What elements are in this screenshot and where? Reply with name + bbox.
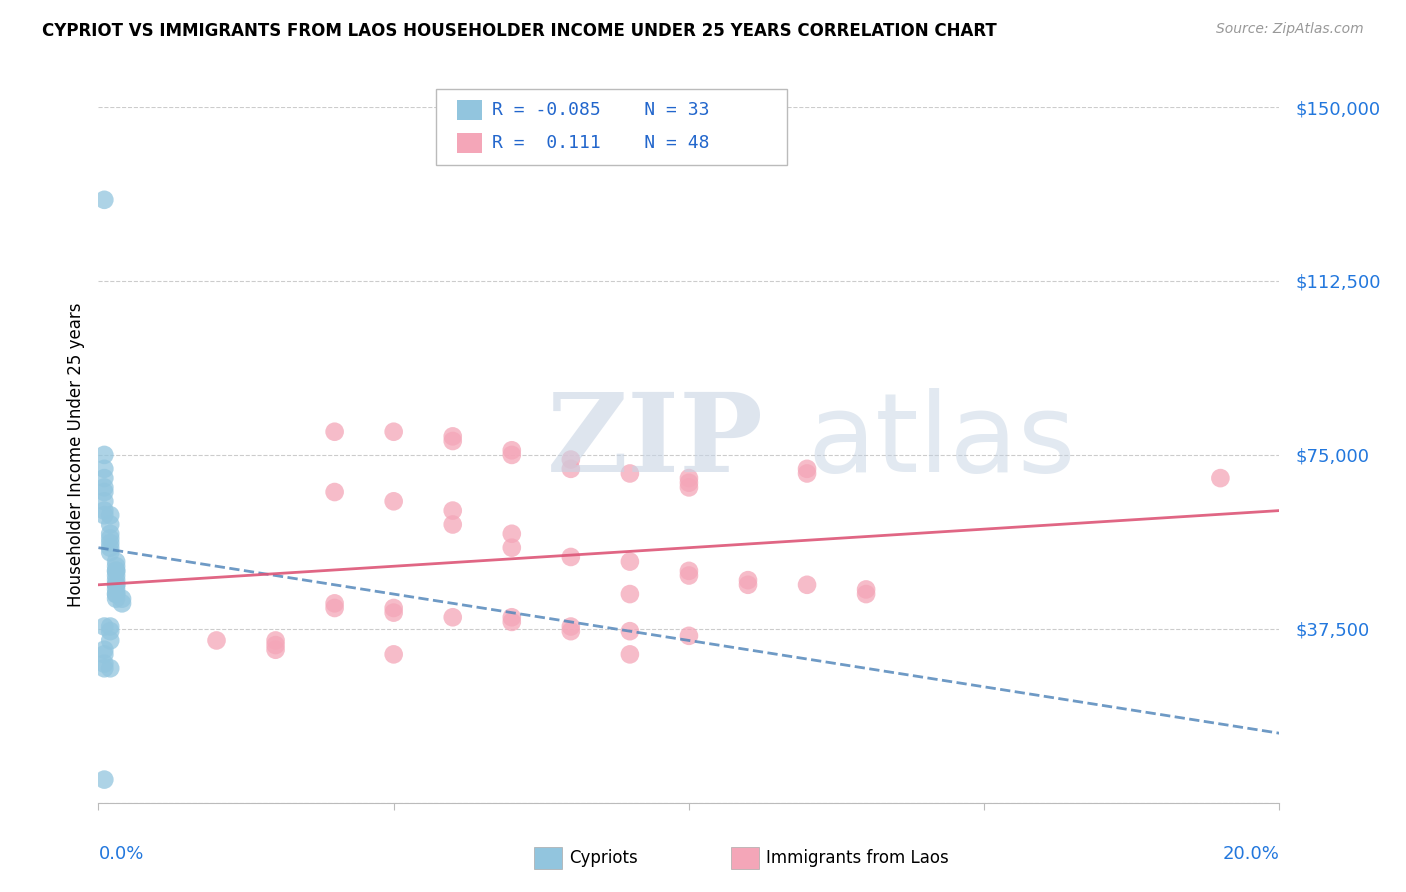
Y-axis label: Householder Income Under 25 years: Householder Income Under 25 years (66, 302, 84, 607)
Point (98, 508, 121, 523)
Point (105, 587, 128, 601)
Point (105, 564, 128, 578)
Point (501, 448, 523, 462)
Point (98, 661, 121, 675)
Text: Cypriots: Cypriots (569, 849, 638, 867)
Point (98, 624, 121, 639)
Point (93, 448, 115, 462)
Point (323, 596, 346, 610)
Point (441, 503, 464, 517)
Point (93, 508, 115, 523)
Point (93, 462, 115, 476)
Point (560, 619, 582, 633)
Point (678, 568, 700, 582)
Point (93, 485, 115, 500)
Point (105, 578, 128, 592)
Point (98, 526, 121, 541)
Point (796, 578, 818, 592)
Point (105, 587, 128, 601)
Point (111, 591, 134, 606)
Point (560, 624, 582, 639)
Point (560, 452, 582, 467)
Point (93, 648, 115, 662)
Point (619, 648, 641, 662)
Text: R =  0.111    N = 48: R = 0.111 N = 48 (492, 134, 710, 152)
Point (441, 429, 464, 443)
Point (501, 615, 523, 629)
Text: ZIP: ZIP (547, 387, 763, 494)
Point (205, 633, 228, 648)
Point (501, 541, 523, 555)
Text: Source: ZipAtlas.com: Source: ZipAtlas.com (1216, 22, 1364, 37)
Point (98, 619, 121, 633)
Point (323, 601, 346, 615)
Text: R = -0.085    N = 33: R = -0.085 N = 33 (492, 101, 710, 119)
Point (93, 503, 115, 517)
Point (678, 480, 700, 494)
Point (98, 536, 121, 550)
Point (796, 467, 818, 481)
Text: 0.0%: 0.0% (98, 845, 143, 863)
Point (796, 462, 818, 476)
Point (98, 633, 121, 648)
Point (105, 559, 128, 574)
Point (619, 555, 641, 569)
Point (93, 494, 115, 508)
Point (323, 485, 346, 500)
Point (93, 661, 115, 675)
Point (382, 601, 405, 615)
Point (93, 642, 115, 657)
Point (93, 657, 115, 671)
Point (93, 193, 115, 207)
Text: 20.0%: 20.0% (1223, 845, 1279, 863)
Point (501, 443, 523, 458)
Point (382, 425, 405, 439)
Point (382, 648, 405, 662)
Point (678, 564, 700, 578)
Point (105, 582, 128, 597)
Point (441, 434, 464, 448)
Point (93, 619, 115, 633)
Point (93, 772, 115, 787)
Point (105, 555, 128, 569)
Point (105, 578, 128, 592)
Point (441, 610, 464, 624)
Point (560, 462, 582, 476)
Text: Immigrants from Laos: Immigrants from Laos (766, 849, 949, 867)
Point (678, 475, 700, 490)
Point (93, 471, 115, 485)
Point (382, 606, 405, 620)
Point (98, 545, 121, 559)
Point (323, 425, 346, 439)
Point (501, 526, 523, 541)
Point (619, 587, 641, 601)
Point (855, 582, 877, 597)
Point (105, 573, 128, 587)
Point (105, 591, 128, 606)
Point (105, 568, 128, 582)
Point (111, 596, 134, 610)
Point (264, 642, 287, 657)
Point (98, 517, 121, 532)
Point (560, 549, 582, 564)
Point (678, 471, 700, 485)
Point (619, 467, 641, 481)
Point (98, 532, 121, 546)
Point (441, 517, 464, 532)
Point (619, 624, 641, 639)
Text: atlas: atlas (807, 387, 1076, 494)
Point (382, 494, 405, 508)
Point (1209, 471, 1232, 485)
Point (264, 638, 287, 652)
Point (501, 610, 523, 624)
Point (105, 564, 128, 578)
Point (264, 633, 287, 648)
Point (93, 480, 115, 494)
Point (737, 578, 759, 592)
Point (737, 573, 759, 587)
Point (98, 541, 121, 555)
Point (855, 587, 877, 601)
Point (678, 629, 700, 643)
Text: CYPRIOT VS IMMIGRANTS FROM LAOS HOUSEHOLDER INCOME UNDER 25 YEARS CORRELATION CH: CYPRIOT VS IMMIGRANTS FROM LAOS HOUSEHOL… (42, 22, 997, 40)
